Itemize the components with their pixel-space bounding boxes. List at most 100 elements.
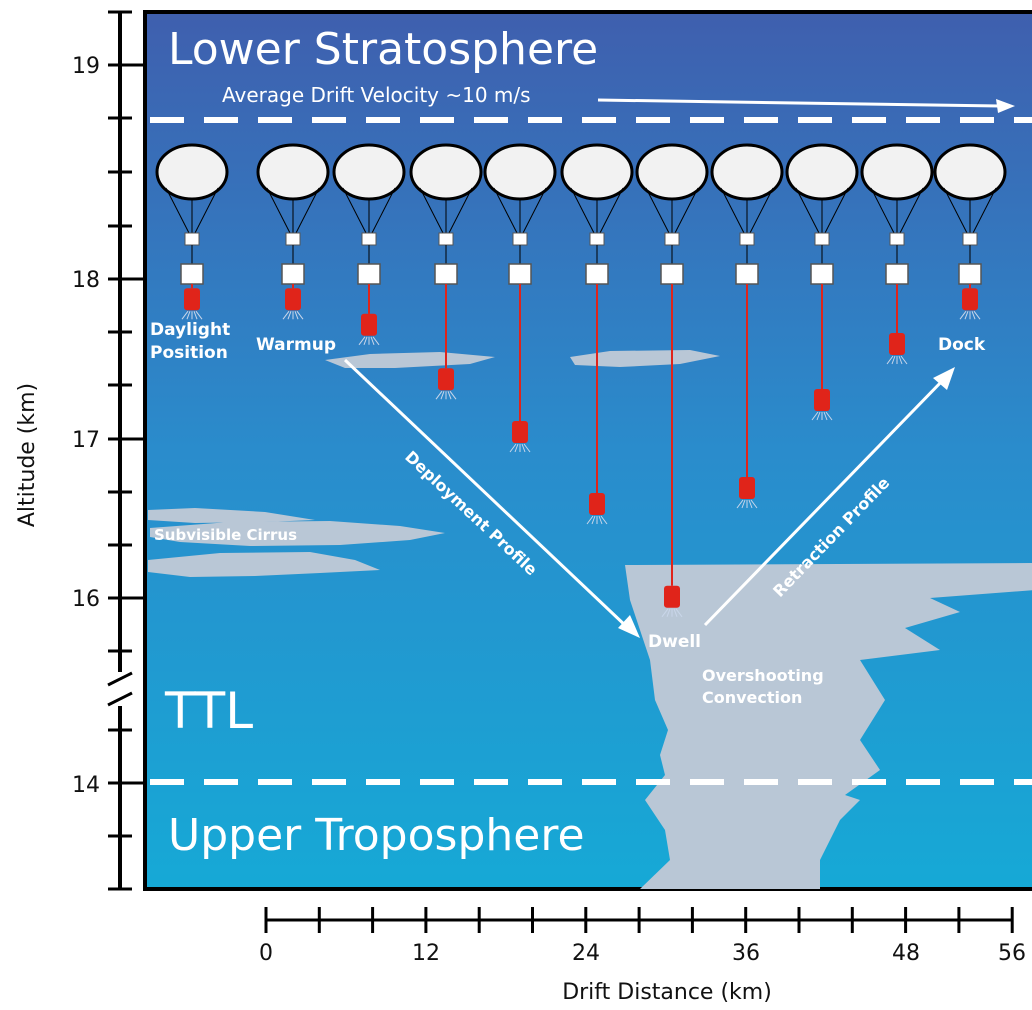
suspension-line	[943, 187, 968, 234]
suspension-line	[295, 187, 320, 234]
reeldown-payload	[361, 313, 377, 336]
payload-emission-ray	[736, 499, 744, 509]
parachute-box	[962, 232, 978, 246]
label-warmup: Warmup	[256, 335, 336, 355]
suspension-line	[870, 187, 895, 234]
suspension-line	[645, 187, 670, 234]
gondola	[434, 263, 458, 285]
suspension-line	[165, 187, 190, 234]
gondola	[958, 263, 982, 285]
parachute-box	[739, 232, 755, 246]
x-tick-label: 36	[732, 941, 760, 966]
balloon	[256, 143, 330, 320]
reeldown-payload	[739, 477, 755, 499]
parachute-box	[361, 232, 377, 246]
reeldown-payload	[814, 389, 830, 411]
region-label-ttl: TTL	[164, 682, 253, 740]
label-overshooting-convection: Overshooting Convection	[702, 666, 829, 707]
parachute-box	[438, 232, 454, 246]
payload-emission-ray	[816, 411, 821, 421]
balloon	[332, 143, 406, 346]
cirrus-cloud	[148, 508, 315, 523]
payload-emission-ray	[598, 515, 603, 525]
balloon	[933, 143, 1007, 320]
payload-emission-ray	[447, 391, 452, 400]
drift-distance-axis: 0 12 24 36 48 56 Drift Distance (km)	[259, 907, 1026, 1005]
payload-emission-ray	[971, 311, 976, 320]
drift-distance-axis-label: Drift Distance (km)	[562, 980, 772, 1005]
reeldown-payload	[962, 288, 978, 311]
gondola	[357, 263, 381, 285]
suspension-line	[371, 187, 396, 234]
region-label-lower-stratosphere: Lower Stratosphere	[168, 24, 598, 75]
drift-velocity-label: Average Drift Velocity ~10 m/s	[222, 83, 531, 107]
payload-emission-ray	[193, 311, 198, 320]
payload-emission-ray	[666, 608, 671, 617]
balloon	[409, 143, 483, 400]
suspension-line	[266, 187, 291, 234]
deployment-profile-arrowhead	[618, 615, 640, 638]
label-daylight-position: Daylight Position	[150, 320, 236, 363]
region-label-upper-troposphere: Upper Troposphere	[168, 810, 585, 861]
reeldown-payload	[889, 333, 905, 355]
y-tick-label: 19	[72, 54, 100, 79]
deployment-profile-arrow	[343, 358, 630, 630]
payload-emission-ray	[435, 390, 443, 400]
payload-emission-ray	[886, 355, 894, 365]
altitude-axis: 19 18 17 16 14 Altitude (km)	[15, 10, 145, 891]
y-tick-label: 16	[72, 587, 100, 612]
payload-emission-ray	[181, 310, 189, 320]
payload-emission-ray	[523, 443, 531, 453]
balloon	[483, 143, 557, 453]
x-tick-label: 56	[998, 941, 1026, 966]
parachute-box	[285, 232, 301, 246]
payload-emission-ray	[358, 336, 366, 346]
payload-emission-ray	[195, 310, 203, 320]
gondola	[660, 263, 684, 285]
payload-emission-ray	[959, 310, 967, 320]
suspension-line	[570, 187, 595, 234]
gondola	[735, 263, 759, 285]
y-tick-label: 17	[72, 428, 100, 453]
payload-emission-ray	[282, 310, 290, 320]
reeldown-payload	[512, 421, 528, 443]
cirrus-cloud	[148, 552, 380, 577]
gondola	[585, 263, 609, 285]
suspension-line	[824, 187, 849, 234]
reeldown-payload	[589, 493, 605, 515]
payload-emission-ray	[811, 411, 819, 421]
payload-emission-ray	[600, 515, 608, 525]
payload-emission-ray	[372, 336, 380, 346]
y-tick-label: 14	[72, 773, 100, 798]
suspension-line	[493, 187, 518, 234]
payload-emission-ray	[287, 311, 292, 320]
reeldown-payload	[184, 288, 200, 311]
gondola	[885, 263, 909, 285]
payload-emission-ray	[891, 355, 896, 365]
balloon	[710, 143, 784, 509]
suspension-line	[795, 187, 820, 234]
x-tick-label: 24	[572, 941, 600, 966]
reeldown-payload	[285, 288, 301, 311]
suspension-line	[448, 187, 473, 234]
gondola	[810, 263, 834, 285]
suspension-line	[674, 187, 699, 234]
payload-emission-ray	[296, 310, 304, 320]
payload-emission-ray	[591, 515, 596, 525]
cirrus-cloud	[570, 350, 720, 367]
label-daylight-position-line2: Position	[150, 343, 228, 363]
altitude-axis-label: Altitude (km)	[15, 383, 40, 527]
suspension-line	[342, 187, 367, 234]
payload-emission-ray	[521, 443, 526, 453]
label-overshooting-line2: Convection	[702, 688, 802, 707]
payload-emission-ray	[750, 499, 758, 509]
balloon	[860, 143, 934, 365]
payload-emission-ray	[748, 499, 753, 509]
payload-emission-ray	[586, 515, 594, 525]
payload-emission-ray	[964, 311, 969, 320]
balloon	[155, 143, 229, 320]
parachute-box	[589, 232, 605, 246]
payload-emission-ray	[509, 443, 517, 453]
label-daylight-position-line1: Daylight	[150, 320, 230, 340]
